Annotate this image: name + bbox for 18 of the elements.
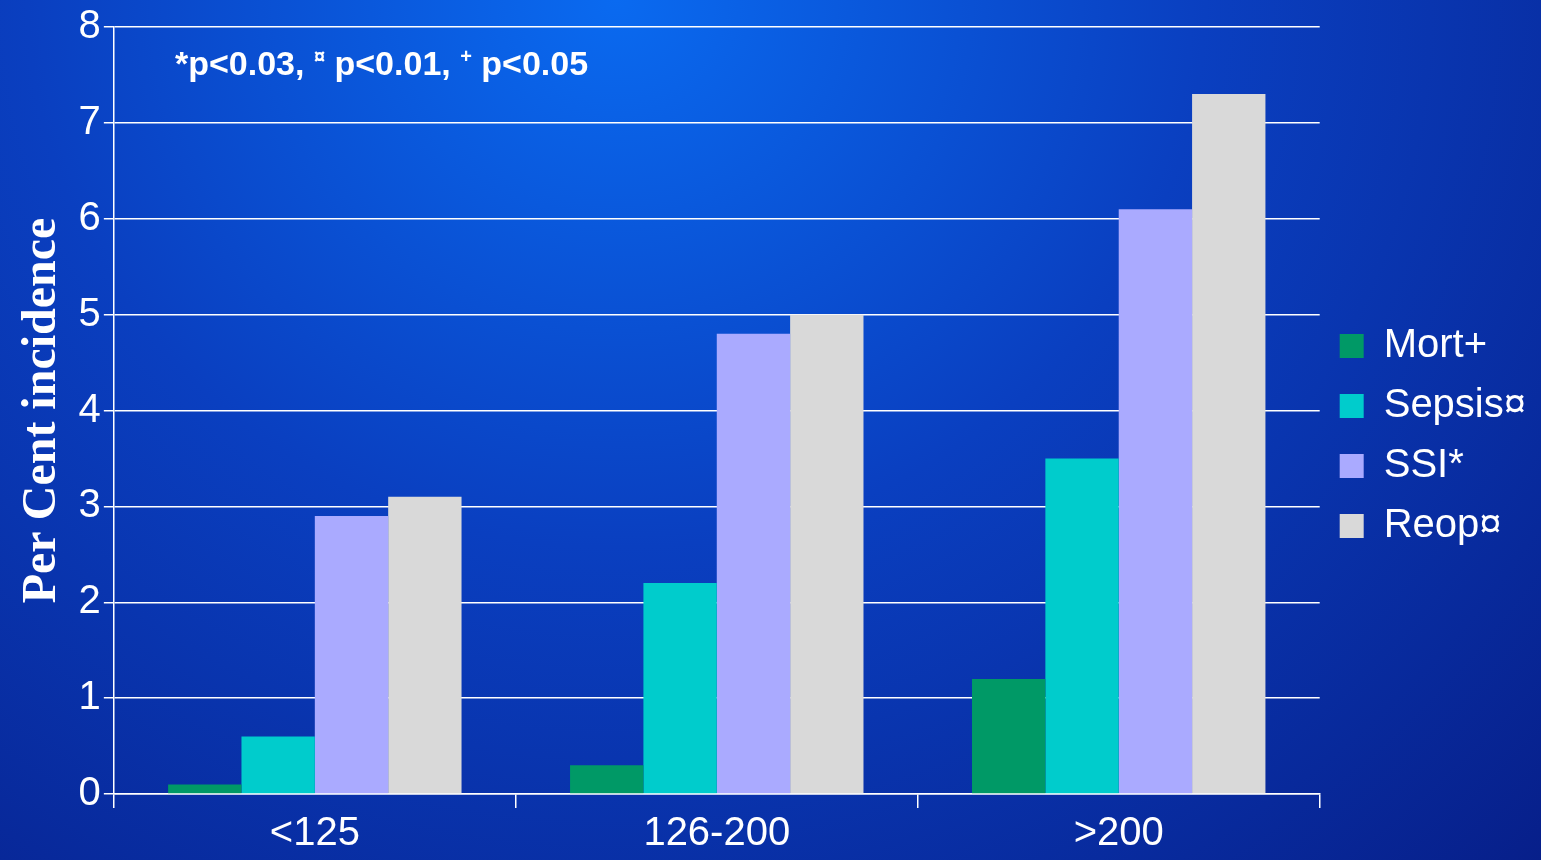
- x-tick-label: 126-200: [643, 809, 791, 854]
- legend-label: Mort+: [1383, 321, 1488, 366]
- y-axis-title: Per Cent incidence: [12, 217, 66, 604]
- y-tick-label: 7: [78, 97, 101, 142]
- legend-label: Sepsis¤: [1383, 381, 1527, 426]
- y-tick-label: 5: [78, 289, 101, 334]
- y-tick-label: 4: [78, 385, 101, 430]
- y-tick-label: 1: [78, 673, 101, 718]
- y-tick-label: 2: [78, 577, 101, 622]
- x-tick-label: <125: [269, 809, 360, 854]
- y-tick-label: 6: [78, 193, 101, 238]
- y-tick-label: 3: [78, 481, 101, 526]
- annotation: *p<0.03, $^{¤}$ p<0.01, $^{+}$ p<0.05: [175, 44, 589, 83]
- x-tick-label: >200: [1073, 809, 1164, 854]
- legend-label: Reop¤: [1383, 501, 1502, 546]
- legend-label: SSI*: [1383, 441, 1464, 486]
- y-tick-label: 0: [78, 769, 101, 814]
- y-tick-label: 8: [78, 2, 101, 47]
